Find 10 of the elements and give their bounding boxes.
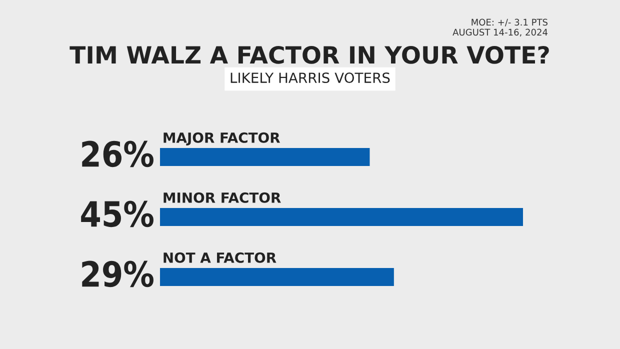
data-label: 26%	[82, 140, 154, 168]
data-label: 45%	[81, 200, 154, 228]
y-tick-label: NOT A FACTOR	[164, 252, 276, 263]
data-label: 29%	[82, 260, 154, 288]
y-tick-label: MINOR FACTOR	[164, 192, 281, 203]
text: MOE: +/- 3.1 PTS	[472, 18, 548, 26]
chart-title: TIM WALZ A FACTOR IN YOUR VOTE?	[70, 46, 549, 64]
y-tick-label: MAJOR FACTOR	[164, 132, 280, 146]
chart-subtitle: LIKELY HARRIS VOTERS	[230, 72, 390, 84]
text: AUGUST 14-16, 2024	[452, 28, 548, 37]
